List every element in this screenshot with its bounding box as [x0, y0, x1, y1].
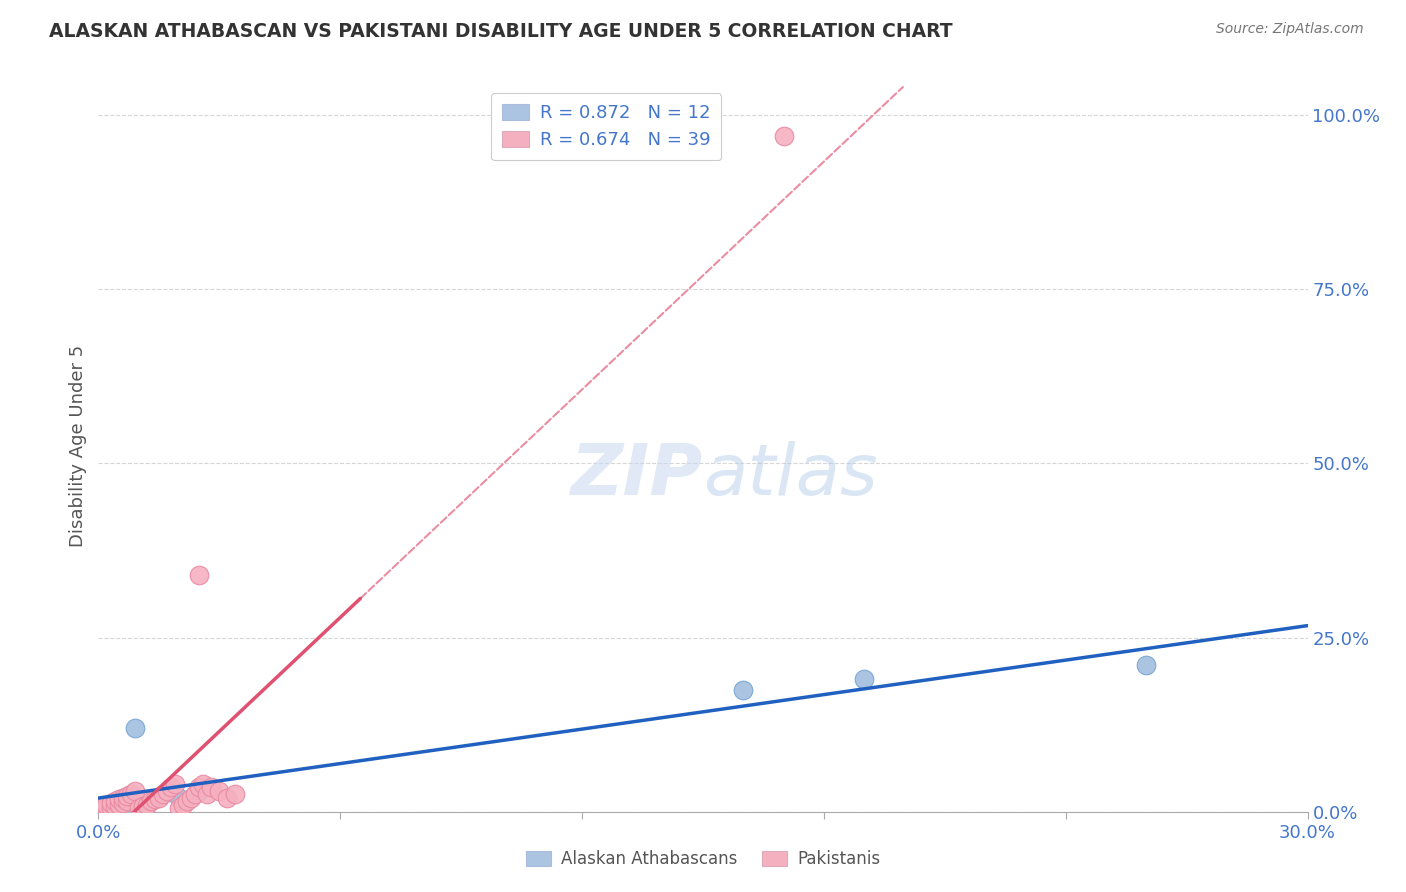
Point: [200, 780, 222, 795]
Point: [167, 801, 190, 815]
Point: [139, 794, 162, 808]
Point: [160, 780, 183, 795]
Point: [132, 799, 155, 814]
Point: [91, 799, 114, 814]
Point: [188, 567, 211, 582]
Point: [167, 790, 190, 805]
Point: [224, 787, 246, 801]
Point: [115, 789, 138, 804]
Point: [115, 794, 138, 808]
Legend: R = 0.872   N = 12, R = 0.674   N = 39: R = 0.872 N = 12, R = 0.674 N = 39: [491, 93, 721, 161]
Point: [1135, 658, 1157, 673]
Point: [188, 784, 211, 798]
Y-axis label: Disability Age Under 5: Disability Age Under 5: [69, 345, 87, 547]
Point: [120, 787, 142, 801]
Point: [111, 790, 134, 805]
Point: [111, 790, 134, 805]
Point: [124, 721, 146, 735]
Point: [772, 128, 794, 143]
Point: [107, 792, 129, 806]
Point: [91, 801, 114, 815]
Point: [217, 790, 239, 805]
Point: [96, 797, 118, 812]
Point: [103, 794, 125, 808]
Point: [128, 801, 150, 815]
Text: ZIP: ZIP: [571, 441, 703, 509]
Point: [163, 777, 186, 791]
Point: [91, 801, 114, 815]
Point: [100, 800, 122, 814]
Point: [853, 673, 876, 687]
Point: [176, 794, 198, 808]
Point: [195, 787, 218, 801]
Point: [103, 799, 125, 814]
Point: [96, 801, 118, 815]
Point: [733, 682, 755, 697]
Point: [96, 799, 118, 814]
Point: [208, 784, 231, 798]
Point: [193, 777, 215, 791]
Text: Source: ZipAtlas.com: Source: ZipAtlas.com: [1216, 22, 1364, 37]
Point: [184, 787, 207, 801]
Point: [111, 790, 134, 805]
Point: [180, 790, 202, 805]
Text: atlas: atlas: [703, 441, 877, 509]
Point: [124, 721, 146, 735]
Point: [107, 801, 129, 815]
Point: [135, 797, 157, 812]
Point: [167, 790, 190, 805]
Point: [111, 797, 134, 811]
Point: [172, 797, 194, 812]
Point: [143, 792, 166, 806]
Point: [156, 784, 179, 798]
Point: [733, 682, 755, 697]
Point: [124, 784, 146, 798]
Legend: Alaskan Athabascans, Pakistanis: Alaskan Athabascans, Pakistanis: [519, 844, 887, 875]
Point: [115, 797, 138, 812]
Point: [152, 787, 174, 801]
Point: [853, 673, 876, 687]
Point: [100, 797, 122, 811]
Text: ALASKAN ATHABASCAN VS PAKISTANI DISABILITY AGE UNDER 5 CORRELATION CHART: ALASKAN ATHABASCAN VS PAKISTANI DISABILI…: [49, 22, 953, 41]
Point: [107, 801, 129, 815]
Point: [1135, 658, 1157, 673]
Point: [107, 797, 129, 812]
Point: [91, 803, 114, 817]
Point: [188, 780, 211, 795]
Point: [100, 797, 122, 812]
Point: [100, 797, 122, 812]
Point: [96, 799, 118, 814]
Point: [115, 797, 138, 812]
Point: [148, 790, 170, 805]
Point: [188, 784, 211, 798]
